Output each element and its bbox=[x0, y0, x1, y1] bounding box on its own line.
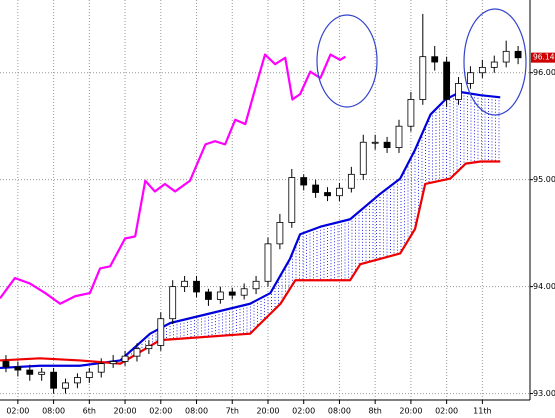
candle-body bbox=[216, 291, 224, 300]
candle-body bbox=[181, 280, 189, 288]
x-tick-label: 02:00 bbox=[435, 407, 458, 416]
x-tick-label: 7th bbox=[226, 407, 239, 416]
candle-body bbox=[371, 141, 379, 144]
x-tick-label: 08:00 bbox=[42, 407, 65, 416]
candle-body bbox=[121, 355, 129, 362]
y-tick-label: 95.000 bbox=[533, 175, 555, 184]
candle-body bbox=[2, 361, 10, 368]
candle-body bbox=[14, 366, 22, 371]
candle-body bbox=[490, 61, 498, 68]
candle-body bbox=[50, 371, 57, 389]
candle-body bbox=[443, 61, 451, 100]
candle-body bbox=[312, 184, 320, 193]
candle-body bbox=[157, 318, 165, 346]
candle-body bbox=[395, 125, 403, 148]
series-line bbox=[0, 90, 501, 370]
candle-body bbox=[419, 56, 427, 100]
x-tick-label: 20:00 bbox=[114, 407, 137, 416]
candle-body bbox=[62, 382, 69, 389]
x-tick-label: 02:00 bbox=[6, 407, 29, 416]
candles bbox=[2, 13, 522, 394]
candle-body bbox=[276, 222, 284, 245]
x-tick-label: 02:00 bbox=[149, 407, 172, 416]
candle-body bbox=[288, 177, 296, 223]
y-tick-label: 96.000 bbox=[533, 68, 555, 77]
y-tick-label: 94.000 bbox=[533, 282, 555, 291]
candle-body bbox=[336, 187, 343, 197]
candle-body bbox=[74, 377, 81, 384]
candle-body bbox=[145, 345, 153, 350]
candle-body bbox=[97, 363, 105, 373]
x-tick-label: 02:00 bbox=[292, 407, 315, 416]
x-tick-label: 6th bbox=[83, 407, 96, 416]
lines bbox=[0, 53, 501, 370]
cloud bbox=[106, 92, 500, 364]
candle-body bbox=[347, 173, 355, 189]
candle-body bbox=[478, 66, 486, 74]
candle-body bbox=[193, 280, 200, 293]
candle-body bbox=[359, 141, 367, 175]
candle-body bbox=[38, 371, 46, 375]
price-tag-label: 96.141 bbox=[533, 53, 555, 62]
candle-body bbox=[264, 243, 272, 282]
candle-body bbox=[252, 280, 260, 290]
candle-body bbox=[383, 141, 391, 148]
x-tick-label: 8th bbox=[369, 407, 382, 416]
candle-body bbox=[300, 177, 308, 186]
candle-body bbox=[455, 83, 462, 100]
x-tick-label: 20:00 bbox=[399, 407, 422, 416]
candle-body bbox=[133, 348, 141, 357]
y-tick-label: 93.000 bbox=[533, 389, 555, 398]
candle-body bbox=[324, 192, 331, 197]
series-line bbox=[0, 53, 346, 305]
candle-body bbox=[169, 286, 177, 320]
series-line bbox=[0, 160, 501, 365]
x-tick-label: 08:00 bbox=[185, 407, 208, 416]
x-tick-label: 11th bbox=[473, 407, 491, 416]
price-tag bbox=[531, 52, 555, 63]
candle-body bbox=[228, 291, 236, 296]
candle-body bbox=[109, 361, 117, 365]
candle-body bbox=[431, 56, 439, 63]
axes: 93.000 94.000 95.000 96.000 02:00 08:00 6th 20:… bbox=[6, 52, 555, 416]
candle-body bbox=[514, 50, 522, 59]
candle-body bbox=[85, 371, 93, 378]
candle-body bbox=[502, 50, 510, 63]
candle-body bbox=[205, 291, 212, 300]
annotation-circle bbox=[463, 8, 527, 116]
candle-body bbox=[240, 288, 248, 296]
x-tick-label: 08:00 bbox=[328, 407, 351, 416]
candle-body bbox=[26, 369, 34, 375]
annotation-circle bbox=[316, 14, 378, 108]
x-tick-label: 20:00 bbox=[256, 407, 279, 416]
candle-body bbox=[407, 99, 415, 127]
candle-body bbox=[467, 72, 474, 84]
